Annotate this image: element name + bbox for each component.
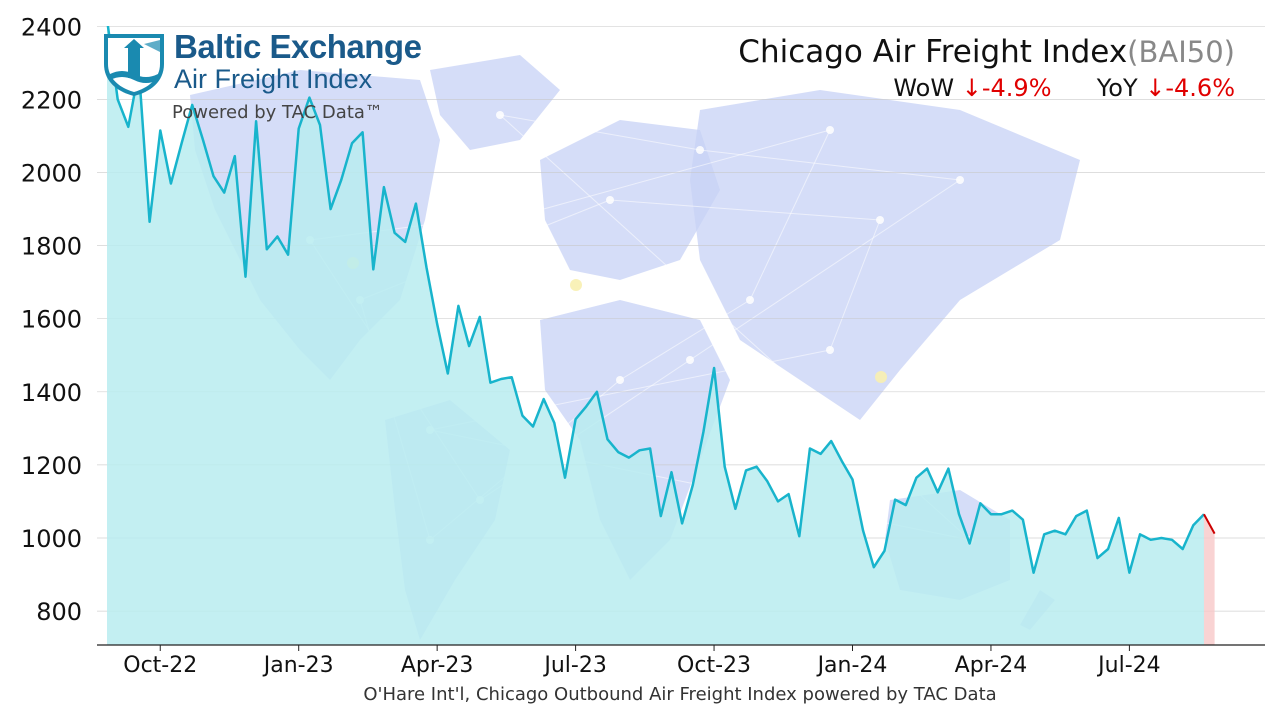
wow-label: WoW [893,74,955,102]
brand-name: Baltic Exchange [174,28,422,65]
map-link [499,114,971,541]
map-link [499,114,701,151]
brand-subtitle: Air Freight Index [174,64,373,94]
x-tick-label: Apr-24 [955,653,1028,678]
data-area [106,26,1216,645]
map-highlight [570,279,582,291]
yoy-label: YoY [1096,74,1138,102]
y-tick-label: 2000 [21,160,82,188]
europe-shape [540,120,720,280]
index-code: (BAI50) [1127,35,1235,69]
brand-powered-by: Powered by TAC Data™ [172,102,383,123]
series-area [107,26,1204,645]
map-link [609,199,881,221]
wow-value: ↓-4.9% [961,74,1052,102]
change-stats: WoW ↓-4.9% YoY ↓-4.6% [738,74,1235,102]
y-tick-label: 2400 [21,13,82,41]
lighthouse-icon [104,34,164,96]
footer-caption: O'Hare Int'l, Chicago Outbound Air Freig… [363,684,997,705]
x-tick-label: Jan-24 [816,653,888,678]
x-tick-label: Oct-23 [677,653,751,678]
axes [97,644,1265,651]
y-tick-labels: 800 1000 1200 1400 1600 1800 2000 2200 2400 [21,13,82,626]
y-tick-label: 2200 [21,86,82,114]
map-highlight [875,371,887,383]
greenland-shape [430,55,560,150]
x-tick-labels: Oct-22 Jan-23 Apr-23 Jul-23 Oct-23 Jan-24 Apr-… [123,653,1160,678]
yoy-value: ↓-4.6% [1145,74,1235,102]
last-change-area [1203,514,1215,645]
series-line [106,26,1205,574]
brand-logo-block: Baltic Exchange Air Freight Index Powere… [100,28,430,128]
x-tick-label: Jul-24 [1096,653,1160,678]
y-tick-label: 800 [36,598,82,626]
last-change-line [1203,513,1216,535]
x-tick-label: Oct-22 [123,653,197,678]
map-link [539,129,831,211]
y-tick-label: 1600 [21,306,82,334]
x-tick-label: Jan-23 [262,653,334,678]
y-tick-label: 1800 [21,233,82,261]
y-tick-label: 1000 [21,525,82,553]
x-tick-label: Apr-23 [401,653,474,678]
y-tick-label: 1400 [21,379,82,407]
africa-shape [540,300,730,580]
map-link [619,299,751,381]
chart-header: Chicago Air Freight Index(BAI50) WoW ↓-4… [738,34,1235,102]
map-link [699,149,961,181]
y-tick-label: 1200 [21,452,82,480]
map-link [749,129,831,301]
map-link [829,219,881,351]
asia-shape [690,90,1080,420]
x-tick-label: Jul-23 [542,653,606,678]
map-link [689,179,961,361]
chart-title: Chicago Air Freight Index [738,34,1128,70]
